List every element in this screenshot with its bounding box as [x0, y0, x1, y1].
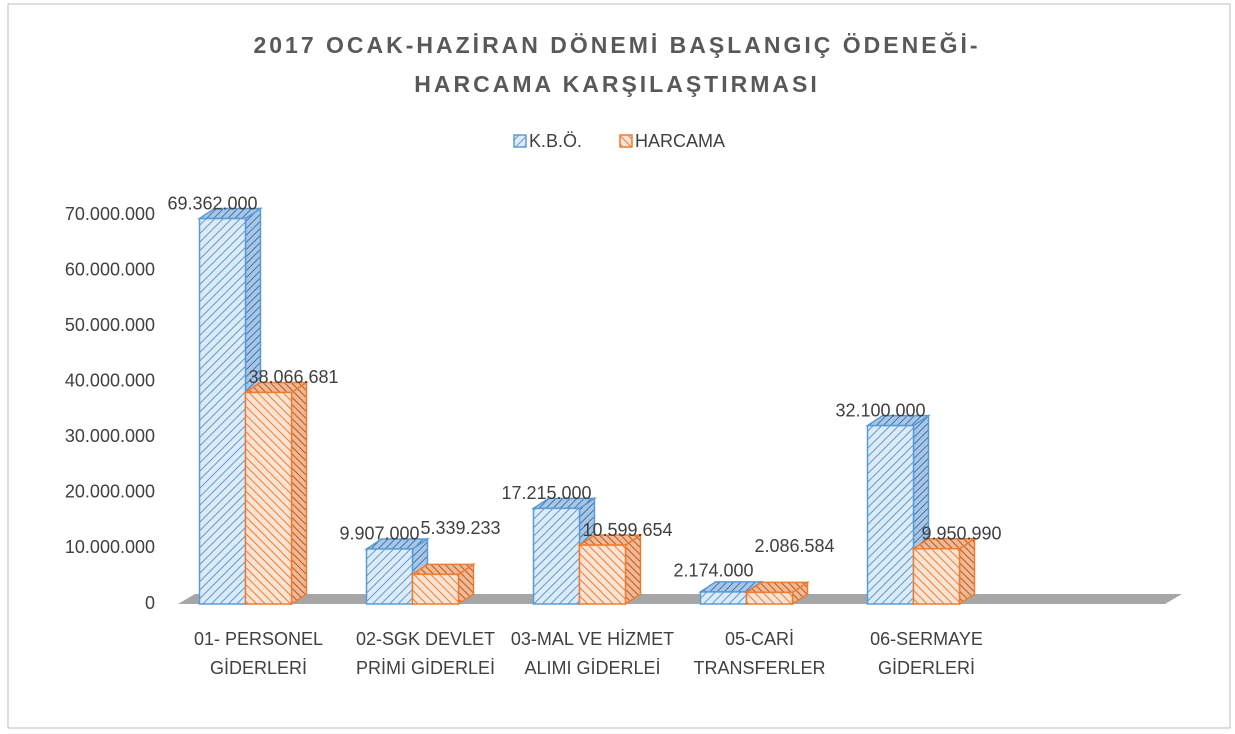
- bar-side: [290, 381, 308, 606]
- x-tick-label: 01- PERSONEL GİDERLERİ: [194, 629, 323, 678]
- bar: [578, 544, 627, 605]
- y-tick-label: 70.000.000: [65, 204, 155, 224]
- y-tick-label: 60.000.000: [65, 259, 155, 279]
- legend-label: HARCAMA: [635, 131, 725, 151]
- y-tick-label: 10.000.000: [65, 537, 155, 557]
- data-label: 5.339.233: [420, 518, 500, 538]
- data-label: 10.599.654: [582, 520, 672, 540]
- chart-title: HARCAMA KARŞILAŞTIRMASI: [414, 71, 819, 97]
- floor: [178, 594, 1182, 604]
- bar: [244, 391, 293, 605]
- bar: [866, 424, 915, 605]
- bar: [365, 548, 414, 605]
- x-tick-label: 05-CARİ TRANSFERLER: [693, 629, 825, 678]
- chart-border: [7, 3, 1231, 729]
- y-tick-label: 40.000.000: [65, 370, 155, 390]
- legend-swatch: [619, 134, 633, 148]
- bar: [198, 217, 247, 605]
- bar: [912, 547, 961, 605]
- bar: [745, 591, 794, 605]
- y-tick-label: 0: [145, 593, 155, 613]
- data-label: 17.215.000: [501, 483, 591, 503]
- bar: [699, 591, 748, 605]
- data-label: 2.174.000: [673, 561, 753, 581]
- legend-swatch: [513, 134, 527, 148]
- chart-title: 2017 OCAK-HAZİRAN DÖNEMİ BAŞLANGIÇ ÖDENE…: [253, 31, 980, 58]
- bar: [411, 573, 460, 605]
- bar: [532, 507, 581, 605]
- x-tick-label: 06-SERMAYE GİDERLERİ: [870, 629, 983, 678]
- x-tick-label: 03-MAL VE HİZMET ALIMI GİDERLEİ: [511, 629, 674, 678]
- y-tick-label: 50.000.000: [65, 315, 155, 335]
- y-tick-label: 30.000.000: [65, 426, 155, 446]
- data-label: 9.907.000: [339, 524, 419, 544]
- data-label: 38.066.681: [248, 367, 338, 387]
- data-label: 69.362.000: [167, 193, 257, 213]
- x-tick-label: 02-SGK DEVLET PRİMİ GİDERLEİ: [356, 629, 495, 678]
- data-label: 2.086.584: [754, 536, 834, 556]
- legend-label: K.B.Ö.: [529, 131, 582, 151]
- data-label: 32.100.000: [835, 400, 925, 420]
- data-label: 9.950.990: [921, 523, 1001, 543]
- y-tick-label: 20.000.000: [65, 482, 155, 502]
- bar-side: [624, 533, 642, 606]
- bar-side: [958, 537, 976, 606]
